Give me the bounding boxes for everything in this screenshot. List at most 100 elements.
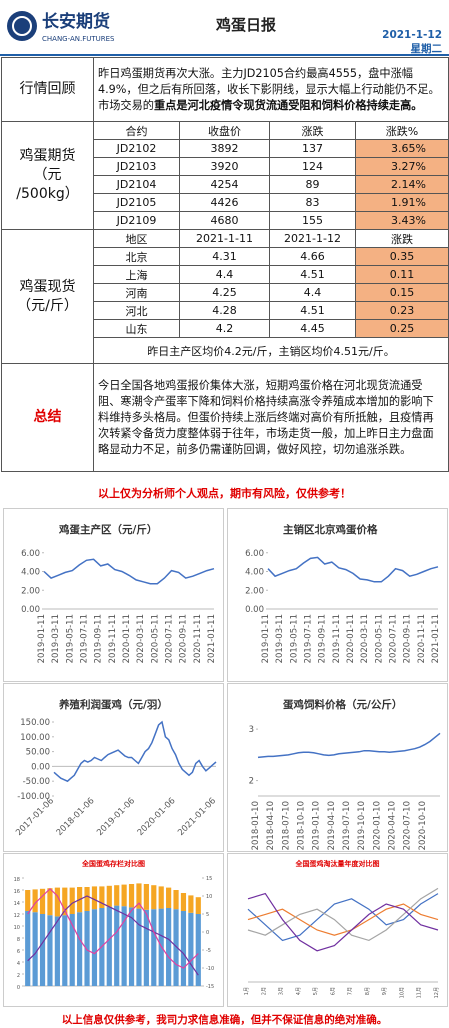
x-tick-label: 2019-07-10	[342, 801, 352, 850]
x-tick-label: 7月	[348, 987, 354, 995]
review-text: 昨日鸡蛋期货再次大涨。主力JD2105合约最高4555，盘中涨幅4.9%，但之后…	[93, 57, 449, 122]
header: 长安期货 CHANG-AN.FUTURES 鸡蛋日报 2021-1-12 星期二	[0, 0, 449, 56]
x-tick-label: 2020-07-10	[403, 801, 413, 850]
x-tick-label: 2019-05-11	[65, 614, 75, 663]
line	[43, 558, 215, 585]
bar	[84, 887, 90, 911]
chart-panel: 全国蛋鸡存栏对比图 0 2 4 6 8 10 12 14 16 18 -15 -10 -5 0 5 10 15	[3, 853, 224, 1007]
bar	[180, 911, 187, 986]
bar	[32, 889, 38, 913]
cell: 4.45	[269, 319, 356, 338]
report-title: 鸡蛋日报	[215, 16, 276, 34]
bar	[77, 912, 83, 986]
header-row: 鸡蛋期货 （元/500kg） 合约 收盘价 涨跌 涨跌%	[1, 121, 449, 230]
chart-panel: 蛋鸡饲料价格（元/公斤） 2 3 2018-01-10 2018-04-10 2018-0…	[227, 683, 448, 852]
x-tick-label: 2020-03-11	[360, 614, 370, 663]
x-tick-label: 2019-07-11	[304, 614, 314, 663]
cell: 2.14%	[355, 175, 449, 194]
y2-tick-label: -10	[206, 966, 214, 972]
cell: 河南	[93, 283, 180, 302]
header-row: 鸡蛋现货 （元/斤） 地区 2021-1-11 2021-1-12 涨跌	[1, 229, 449, 364]
logo	[7, 11, 37, 41]
bar	[54, 916, 60, 986]
x-tick-label: 2019-03-11	[51, 614, 61, 663]
column-header: 2021-1-12	[269, 229, 356, 248]
x-tick-label: 2019-09-11	[94, 614, 104, 663]
x-tick-label: 2020-03-11	[136, 614, 146, 663]
x-tick-label: 2020-01-06	[136, 796, 178, 838]
y-tick-label: 0.00	[21, 605, 40, 615]
x-tick-label: 2019-01-06	[95, 796, 137, 838]
x-tick-label: 2020-11-11	[193, 614, 203, 663]
y-tick-label: 8	[17, 937, 20, 943]
x-tick-label: 2020-01-11	[122, 614, 132, 663]
line	[247, 892, 439, 952]
line	[247, 893, 439, 942]
bar	[54, 887, 60, 917]
bar	[62, 915, 68, 986]
x-tick-label: 2018-07-10	[281, 801, 291, 850]
x-tick-label: 2019-01-10	[312, 801, 322, 850]
chart: 鸡蛋主产区（元/斤） 0.00 2.00 4.00 6.00 2019-01-11 2019…	[21, 523, 217, 663]
y-tick-label: 10	[14, 925, 20, 931]
header-graphics: 长安期货 CHANG-AN.FUTURES 鸡蛋日报 2021-1-12 星期二	[7, 11, 443, 55]
column-header: 地区	[93, 229, 180, 248]
bar	[91, 909, 98, 986]
bar	[69, 887, 75, 914]
section-label-line: /500kg）	[16, 186, 79, 202]
bar	[151, 885, 157, 910]
y2-tick-label: 10	[206, 894, 212, 900]
cell: 3.27%	[355, 157, 449, 176]
y-tick-label: 6	[17, 949, 20, 955]
bar	[62, 887, 68, 916]
weekday: 星期二	[411, 42, 443, 54]
logo-ring	[12, 16, 32, 36]
y-tick-label: 3	[249, 725, 254, 735]
chart-title: 鸡蛋主产区（元/斤）	[58, 523, 157, 536]
chart: 蛋鸡饲料价格（元/公斤） 2 3 2018-01-10 2018-04-10 2018-0…	[249, 698, 441, 850]
summary-row: 总结 今日全国各地鸡蛋报价集体大涨，短期鸡蛋价格在河北现货流通受阻、寒潮令产蛋率下…	[1, 363, 449, 472]
section-label-line: 鸡蛋期货	[19, 148, 76, 164]
cell: 137	[269, 139, 356, 158]
x-tick-label: 2020-05-11	[374, 614, 384, 663]
x-tick-label: 2020-07-11	[165, 614, 175, 663]
x-tick-label: 2020-04-10	[388, 801, 398, 850]
bar	[47, 888, 53, 916]
chart-title: 养殖利润蛋鸡（元/羽）	[58, 698, 168, 711]
bar	[188, 895, 194, 913]
x-tick-label: 8月	[365, 987, 371, 995]
bar	[39, 888, 46, 914]
x-tick-label: 11月	[417, 987, 423, 998]
y-tick-label: 0.00	[245, 605, 264, 615]
x-tick-label: 2018-01-10	[251, 801, 261, 850]
x-tick-label: 2021-01-11	[207, 614, 217, 663]
cell: 山东	[93, 319, 180, 338]
bar	[136, 908, 142, 986]
bar	[106, 885, 112, 907]
cell: 0.35	[355, 247, 449, 266]
x-tick-label: 1月	[244, 987, 250, 995]
bar	[173, 909, 179, 986]
cell: 89	[269, 175, 356, 194]
chart-panel: 养殖利润蛋鸡（元/羽） -100.00 -50.00 0.00 50.00 100.00 1…	[3, 683, 224, 852]
y-tick-label: 2.00	[245, 586, 264, 596]
x-tick-label: 2019-11-11	[108, 614, 118, 663]
data-row: 河北 4.28 4.51 0.23	[2, 301, 449, 320]
section-label-line: （元	[33, 167, 62, 183]
y-tick-label: 16	[14, 889, 20, 895]
bar	[69, 914, 75, 986]
bar	[91, 886, 98, 910]
bar	[99, 886, 105, 908]
bar	[47, 915, 53, 986]
y-tick-label: 100.00	[20, 733, 50, 743]
x-tick-label: 2018-01-06	[55, 796, 97, 838]
y2-tick-label: -5	[206, 948, 211, 954]
data-row: 河南 4.25 4.4 0.15	[2, 283, 449, 302]
bar	[180, 893, 187, 911]
column-header: 涨跌%	[355, 121, 449, 140]
x-tick-label: 2019-01-11	[37, 614, 47, 663]
section-label: 行情回顾	[1, 57, 94, 122]
bar	[39, 914, 46, 986]
cell: 4.25	[179, 283, 270, 302]
